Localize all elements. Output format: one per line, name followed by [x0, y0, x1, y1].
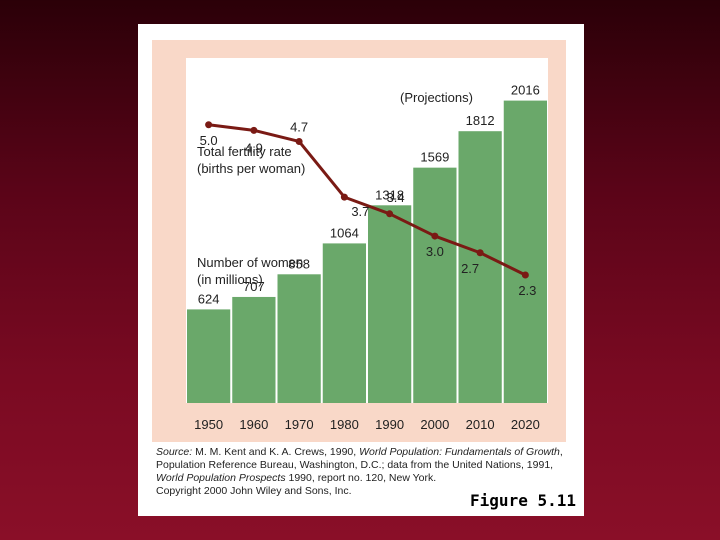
bar-label-1980: 1064 — [330, 225, 359, 240]
bar-label-2020: 2016 — [511, 83, 540, 98]
source-note: Source: M. M. Kent and K. A. Crews, 1990… — [156, 446, 566, 498]
source-title-2: World Population Prospects — [156, 472, 286, 484]
fertility-point-1960 — [250, 126, 258, 134]
women-caption-1: (in millions) — [197, 272, 263, 287]
bar-1980 — [322, 243, 366, 403]
x-tick-2010: 2010 — [466, 417, 495, 432]
bar-1950 — [187, 309, 231, 403]
chart-frame: 624 707 858 1064 1318 1569 1812 2016 1950 1960 197… — [152, 40, 566, 442]
bar-label-1990: 1318 — [375, 187, 404, 202]
projections-label: (Projections) — [400, 90, 473, 105]
fertility-point-1970 — [295, 137, 303, 145]
x-tick-2000: 2000 — [420, 417, 449, 432]
x-tick-1950: 1950 — [194, 417, 223, 432]
x-tick-1970: 1970 — [285, 417, 314, 432]
fertility-label-2010: 2.7 — [461, 261, 479, 276]
source-authors: M. M. Kent and K. A. Crews, 1990, — [192, 446, 360, 458]
fertility-point-2020 — [521, 271, 529, 279]
bar-label-2000: 1569 — [420, 150, 449, 165]
bar-2010 — [458, 131, 502, 403]
bar-2020 — [503, 100, 547, 403]
fertility-point-2000 — [431, 232, 439, 240]
source-prefix: Source: — [156, 446, 193, 458]
fertility-caption-0: Total fertility rate — [197, 144, 292, 159]
source-copyright: Copyright 2000 John Wiley and Sons, Inc. — [156, 485, 352, 497]
chart: 624 707 858 1064 1318 1569 1812 2016 1950 1960 197… — [186, 58, 548, 432]
fertility-label-1980: 3.7 — [351, 204, 369, 219]
x-tick-1980: 1980 — [330, 417, 359, 432]
fertility-point-1950 — [205, 121, 213, 129]
source-rest: , Population Reference Bureau, Washingto… — [156, 446, 563, 471]
bar-label-1950: 624 — [198, 291, 220, 306]
bar-label-1960: 707 — [243, 279, 265, 294]
bar-label-1970: 858 — [288, 256, 310, 271]
fertility-label-2000: 3.0 — [426, 244, 444, 259]
fertility-line — [208, 123, 527, 277]
x-tick-1990: 1990 — [375, 417, 404, 432]
bar-2000 — [413, 167, 457, 403]
fertility-point-1980 — [340, 193, 348, 201]
source-rest-2: 1990, report no. 120, New York. — [285, 472, 437, 484]
x-tick-2020: 2020 — [511, 417, 540, 432]
fertility-point-1990 — [386, 210, 394, 218]
fertility-label-1960: 4.9 — [245, 140, 263, 155]
fertility-caption-1: (births per woman) — [197, 161, 305, 176]
bar-1970 — [277, 274, 321, 403]
figure-label: Figure 5.11 — [470, 491, 576, 510]
fertility-label-1970: 4.7 — [290, 119, 308, 134]
fertility-label-2020: 2.3 — [518, 283, 536, 298]
x-tick-1960: 1960 — [239, 417, 268, 432]
fertility-point-2010 — [476, 249, 484, 257]
bar-label-2010: 1812 — [466, 113, 495, 128]
slide-card: 624 707 858 1064 1318 1569 1812 2016 1950 1960 197… — [138, 24, 584, 516]
fertility-label-1950: 5.0 — [200, 133, 218, 148]
source-title-1: World Population: Fundamentals of Growth — [359, 446, 560, 458]
bar-1990 — [368, 205, 412, 403]
women-caption-0: Number of women — [197, 255, 303, 270]
bar-1960 — [232, 296, 276, 403]
fertility-label-1990: 3.4 — [387, 190, 405, 205]
